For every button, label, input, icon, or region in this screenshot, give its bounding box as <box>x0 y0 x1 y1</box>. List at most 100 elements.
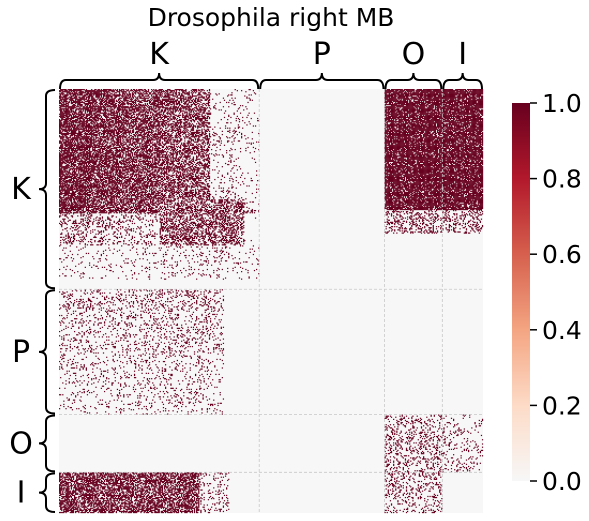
matrix-cell <box>108 147 109 148</box>
matrix-cell <box>89 139 90 140</box>
matrix-cell <box>153 134 154 135</box>
matrix-cell <box>171 128 172 129</box>
matrix-cell <box>108 100 109 101</box>
matrix-cell <box>183 92 184 93</box>
matrix-cell <box>185 106 186 107</box>
matrix-cell <box>105 132 106 133</box>
matrix-cell <box>80 125 81 126</box>
matrix-cell <box>175 122 176 123</box>
matrix-cell <box>63 91 64 92</box>
matrix-cell <box>92 101 93 102</box>
matrix-cell <box>101 125 102 126</box>
matrix-cell <box>141 115 142 116</box>
matrix-cell <box>198 103 199 104</box>
matrix-cell <box>154 105 155 106</box>
matrix-cell <box>74 126 75 127</box>
matrix-cell <box>131 128 132 129</box>
matrix-cell <box>168 116 169 117</box>
matrix-cell <box>202 107 203 108</box>
matrix-cell <box>143 111 144 112</box>
matrix-cell <box>77 125 78 126</box>
matrix-cell <box>150 101 151 102</box>
matrix-cell <box>165 105 166 106</box>
matrix-cell <box>165 109 166 110</box>
matrix-cell <box>145 121 146 122</box>
matrix-cell <box>102 118 103 119</box>
matrix-cell <box>78 92 79 93</box>
matrix-cell <box>91 128 92 129</box>
matrix-cell <box>99 144 100 145</box>
matrix-cell <box>71 90 72 91</box>
matrix-cell <box>140 101 141 102</box>
matrix-cell <box>176 136 177 137</box>
matrix-cell <box>205 133 206 134</box>
matrix-cell <box>161 145 162 146</box>
matrix-cell <box>87 91 88 92</box>
matrix-cell <box>159 122 160 123</box>
matrix-cell <box>95 128 96 129</box>
matrix-cell <box>138 115 139 116</box>
matrix-cell <box>171 108 172 109</box>
matrix-cell <box>117 89 118 90</box>
matrix-cell <box>90 134 91 135</box>
matrix-cell <box>221 119 222 120</box>
matrix-cell <box>170 106 171 107</box>
matrix-cell <box>138 130 139 131</box>
matrix-cell <box>138 113 139 114</box>
matrix-cell <box>114 107 115 108</box>
matrix-cell <box>69 126 70 127</box>
matrix-cell <box>101 106 102 107</box>
matrix-cell <box>245 91 246 92</box>
matrix-cell <box>111 99 112 100</box>
matrix-cell <box>77 90 78 91</box>
matrix-cell <box>81 123 82 124</box>
matrix-cell <box>94 93 95 94</box>
matrix-cell <box>134 102 135 103</box>
matrix-cell <box>167 104 168 105</box>
matrix-cell <box>156 139 157 140</box>
matrix-cell <box>126 113 127 114</box>
matrix-cell <box>78 90 79 91</box>
matrix-cell <box>114 131 115 132</box>
matrix-cell <box>145 113 146 114</box>
matrix-cell <box>115 94 116 95</box>
matrix-cell <box>199 130 200 131</box>
matrix-cell <box>143 109 144 110</box>
matrix-cell <box>62 115 63 116</box>
matrix-cell <box>70 98 71 99</box>
matrix-cell <box>78 108 79 109</box>
matrix-cell <box>66 132 67 133</box>
matrix-cell <box>137 128 138 129</box>
matrix-cell <box>182 113 183 114</box>
matrix-cell <box>79 98 80 99</box>
matrix-cell <box>164 124 165 125</box>
matrix-cell <box>145 141 146 142</box>
matrix-cell <box>198 109 199 110</box>
matrix-cell <box>187 126 188 127</box>
matrix-cell <box>140 98 141 99</box>
matrix-cell <box>134 89 135 90</box>
matrix-cell <box>128 115 129 116</box>
matrix-cell <box>91 135 92 136</box>
matrix-cell <box>75 90 76 91</box>
matrix-cell <box>94 109 95 110</box>
matrix-cell <box>93 126 94 127</box>
matrix-cell <box>92 102 93 103</box>
matrix-cell <box>135 124 136 125</box>
matrix-cell <box>166 93 167 94</box>
matrix-cell <box>89 96 90 97</box>
matrix-cell <box>66 145 67 146</box>
matrix-cell <box>190 131 191 132</box>
matrix-cell <box>139 135 140 136</box>
matrix-cell <box>69 133 70 134</box>
matrix-cell <box>178 116 179 117</box>
matrix-cell <box>99 134 100 135</box>
matrix-cell <box>111 144 112 145</box>
matrix-cell <box>149 144 150 145</box>
matrix-cell <box>183 103 184 104</box>
matrix-cell <box>65 111 66 112</box>
matrix-cell <box>167 139 168 140</box>
matrix-cell <box>156 114 157 115</box>
matrix-cell <box>156 95 157 96</box>
matrix-cell <box>116 143 117 144</box>
